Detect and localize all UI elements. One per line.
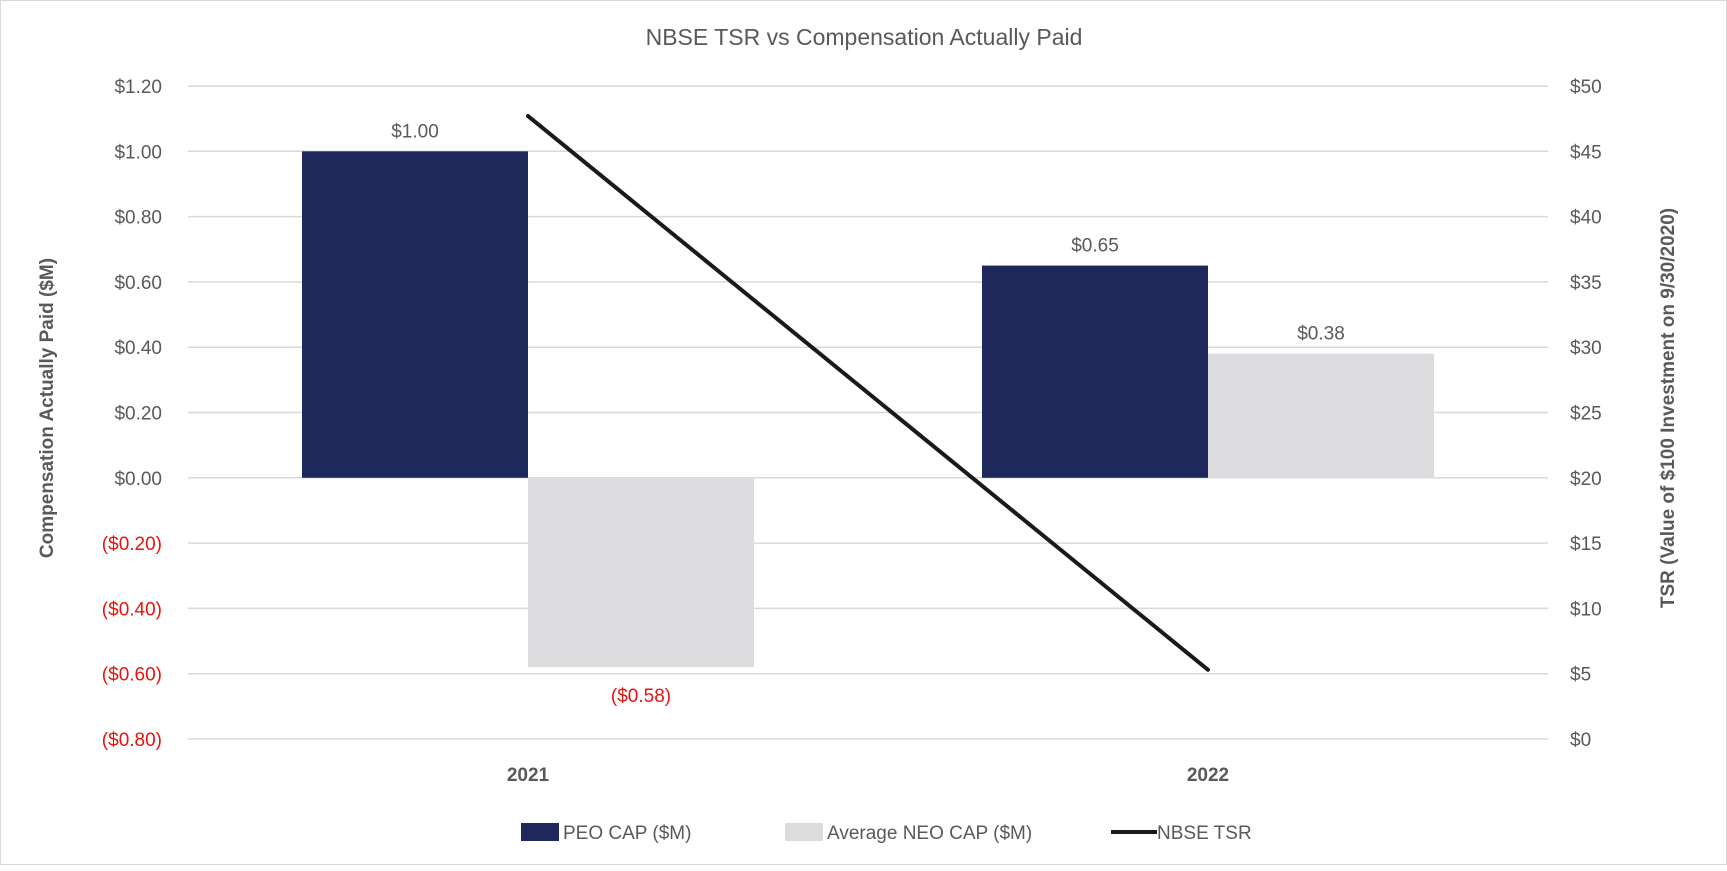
bar-peo-cap-m-2021 bbox=[302, 151, 528, 478]
bar-peo-cap-m-2022 bbox=[982, 266, 1208, 478]
y-tick-label: $1.00 bbox=[114, 142, 162, 163]
y-tick-label: ($0.80) bbox=[102, 730, 162, 751]
data-label: ($0.58) bbox=[611, 686, 671, 707]
y2-tick-label: $30 bbox=[1570, 338, 1602, 359]
data-label: $0.65 bbox=[1071, 236, 1119, 257]
y2-tick-label: $40 bbox=[1570, 208, 1602, 229]
y-tick-label: ($0.20) bbox=[102, 534, 162, 555]
y-tick-label: $1.20 bbox=[114, 77, 162, 98]
y-tick-label: ($0.40) bbox=[102, 599, 162, 620]
y2-tick-label: $10 bbox=[1570, 599, 1602, 620]
y2-tick-label: $50 bbox=[1570, 77, 1602, 98]
legend-swatch bbox=[785, 823, 823, 841]
x-tick-label: 2021 bbox=[507, 765, 550, 786]
y-tick-label: $0.40 bbox=[114, 338, 162, 359]
legend-swatch bbox=[521, 823, 559, 841]
legend-label: NBSE TSR bbox=[1157, 823, 1252, 844]
legend-label: Average NEO CAP ($M) bbox=[827, 823, 1032, 844]
y2-tick-label: $0 bbox=[1570, 730, 1591, 751]
bar-average-neo-cap-m-2021 bbox=[528, 478, 754, 667]
chart-title: NBSE TSR vs Compensation Actually Paid bbox=[646, 24, 1083, 50]
y2-tick-label: $20 bbox=[1570, 469, 1602, 490]
y-tick-label: $0.60 bbox=[114, 273, 162, 294]
y-tick-label: ($0.60) bbox=[102, 665, 162, 686]
legend-label: PEO CAP ($M) bbox=[563, 823, 691, 844]
y2-tick-label: $15 bbox=[1570, 534, 1602, 555]
y2-tick-label: $45 bbox=[1570, 142, 1602, 163]
bar-average-neo-cap-m-2022 bbox=[1208, 354, 1434, 478]
y2-tick-label: $25 bbox=[1570, 404, 1602, 425]
data-label: $1.00 bbox=[391, 121, 439, 142]
y-tick-label: $0.00 bbox=[114, 469, 162, 490]
y-axis-title: Compensation Actually Paid ($M) bbox=[37, 258, 58, 558]
y2-tick-label: $35 bbox=[1570, 273, 1602, 294]
data-label: $0.38 bbox=[1297, 324, 1345, 345]
x-tick-label: 2022 bbox=[1187, 765, 1229, 786]
y2-axis-title: TSR (Value of $100 Investment on 9/30/20… bbox=[1658, 208, 1679, 608]
y-tick-label: $0.20 bbox=[114, 404, 162, 425]
y-tick-label: $0.80 bbox=[114, 208, 162, 229]
y2-tick-label: $5 bbox=[1570, 665, 1591, 686]
